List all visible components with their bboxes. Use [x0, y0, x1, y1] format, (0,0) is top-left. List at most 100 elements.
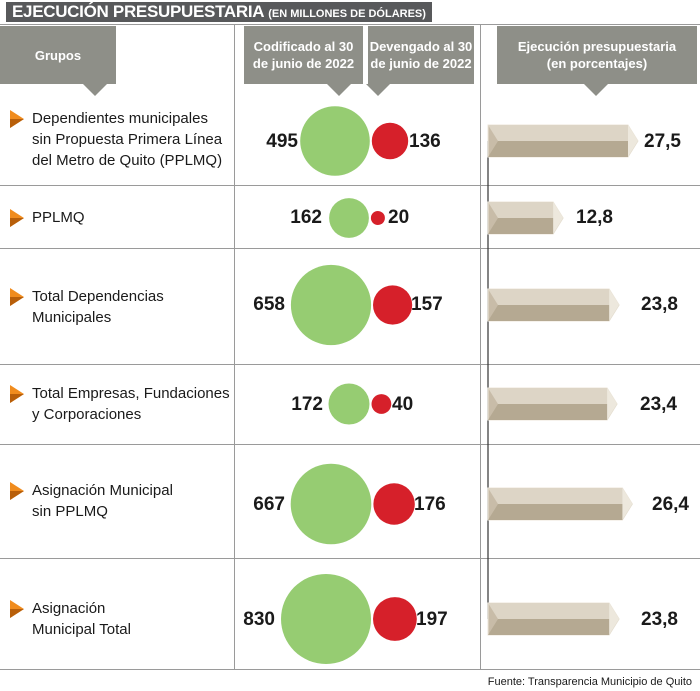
header-devengado: Devengado al 30 de junio de 2022	[368, 26, 474, 84]
column-divider	[234, 24, 235, 669]
title-main: EJECUCIÓN PRESUPUESTARIA	[12, 2, 265, 21]
codificado-bubble	[290, 463, 372, 545]
devengado-bubble	[371, 394, 392, 414]
ejecucion-value-label: 23,8	[641, 609, 678, 630]
bullet-icon	[10, 600, 24, 618]
devengado-bubble	[371, 122, 409, 160]
ejecucion-bar-bottom-face	[488, 218, 564, 234]
ejecucion-bar-top-face	[488, 603, 620, 619]
row-divider	[0, 248, 700, 249]
group-label-line: sin Propuesta Primera Línea	[32, 131, 223, 148]
ejecucion-bar-end-face	[628, 125, 638, 157]
group-label-line: Municipales	[32, 309, 112, 326]
bullet-icon	[10, 385, 24, 403]
group-label-line: Asignación	[32, 600, 106, 617]
devengado-bubble	[373, 483, 415, 525]
devengado-bubble	[370, 211, 385, 225]
devengado-value-label: 40	[392, 394, 414, 415]
group-label: Total Dependencias Municipales	[32, 286, 164, 328]
group-label: Dependientes municipales sin Propuesta P…	[32, 108, 222, 171]
ejecucion-value-label: 27,5	[644, 131, 681, 152]
devengado-bubble	[373, 597, 417, 641]
header-grupos-pointer	[83, 84, 107, 96]
group-label-line: PPLMQ	[32, 209, 85, 226]
ejecucion-bar-end-face	[553, 202, 564, 234]
bullet-icon	[10, 110, 24, 128]
group-label-line: y Corporaciones	[32, 406, 142, 423]
codificado-value-label: 495	[266, 131, 298, 152]
codificado-value-label: 658	[253, 294, 285, 315]
header-codificado-line2: de junio de 2022	[252, 56, 355, 71]
codificado-value-label: 162	[290, 207, 322, 228]
ejecucion-bar-end-face	[609, 289, 620, 321]
group-label: Asignación Municipal Total	[32, 598, 131, 640]
codificado-value-label: 172	[291, 394, 323, 415]
devengado-value-label: 20	[388, 207, 410, 228]
header-devengado-line1: Devengado al 30	[369, 39, 473, 54]
row-divider	[0, 185, 700, 186]
ejecucion-value-label: 23,4	[640, 394, 677, 415]
bullet-icon	[10, 209, 24, 227]
group-label: Asignación Municipal sin PPLMQ	[32, 480, 173, 522]
source-note: Fuente: Transparencia Municipio de Quito	[487, 676, 692, 688]
column-divider	[480, 24, 481, 669]
header-ejecucion-line1: Ejecución presupuestaria	[517, 39, 677, 54]
devengado-bubble	[373, 285, 413, 325]
ejecucion-value-label: 26,4	[652, 494, 689, 515]
row-divider	[0, 364, 700, 365]
ejecucion-bar-bottom-face	[488, 504, 633, 520]
group-label-line: sin PPLMQ	[32, 503, 108, 520]
header-grupos-label: Grupos	[34, 47, 82, 63]
ejecucion-bar-end-face	[622, 488, 633, 520]
ejecucion-bar-end-face	[609, 603, 620, 635]
ejecucion-bar-bottom-face	[488, 619, 620, 635]
group-label: PPLMQ	[32, 207, 85, 228]
codificado-bubble	[329, 198, 369, 238]
group-label-line: Total Empresas, Fundaciones	[32, 385, 230, 402]
header-devengado-line2: de junio de 2022	[370, 56, 472, 71]
group-label: Total Empresas, Fundaciones y Corporacio…	[32, 383, 230, 425]
title-units: (EN MILLONES DE DÓLARES)	[268, 8, 426, 20]
row-divider	[0, 558, 700, 559]
bullet-icon	[10, 288, 24, 306]
bullet-icon	[10, 482, 24, 500]
group-label-line: Asignación Municipal	[32, 482, 173, 499]
header-ejecucion-line2: (en porcentajes)	[546, 56, 648, 71]
header-top-line	[0, 24, 700, 25]
header-grupos: Grupos	[0, 26, 116, 84]
header-ejecucion-pointer	[584, 84, 608, 96]
devengado-value-label: 197	[416, 609, 448, 630]
codificado-value-label: 830	[243, 609, 275, 630]
group-label-line: del Metro de Quito (PPLMQ)	[32, 152, 223, 169]
codificado-value-label: 667	[253, 494, 285, 515]
ejecucion-bar-bottom-face	[488, 141, 638, 157]
devengado-value-label: 136	[409, 131, 441, 152]
devengado-value-label: 157	[411, 294, 443, 315]
codificado-bubble	[290, 264, 372, 346]
header-devengado-pointer	[366, 84, 390, 96]
ejecucion-bar-end-face	[607, 388, 618, 420]
chart-title: EJECUCIÓN PRESUPUESTARIA (EN MILLONES DE…	[6, 2, 432, 22]
devengado-value-label: 176	[414, 494, 446, 515]
codificado-bubble	[281, 574, 371, 664]
codificado-bubble	[328, 383, 370, 425]
ejecucion-bar-top-face	[488, 388, 618, 404]
group-label-line: Total Dependencias	[32, 288, 164, 305]
codificado-bubble	[300, 106, 370, 176]
ejecucion-bar-bottom-face	[488, 404, 618, 420]
group-label-line: Municipal Total	[32, 621, 131, 638]
header-codificado-line1: Codificado al 30	[253, 39, 354, 54]
row-divider	[0, 444, 700, 445]
header-codificado-pointer	[327, 84, 351, 96]
group-label-line: Dependientes municipales	[32, 110, 208, 127]
header-codificado: Codificado al 30 de junio de 2022	[244, 26, 363, 84]
ejecucion-bar-top-face	[488, 202, 564, 218]
ejecucion-value-label: 23,8	[641, 294, 678, 315]
ejecucion-bar-top-face	[488, 488, 633, 504]
row-divider	[0, 669, 700, 670]
ejecucion-bar-top-face	[488, 125, 638, 141]
header-ejecucion: Ejecución presupuestaria (en porcentajes…	[497, 26, 697, 84]
ejecucion-value-label: 12,8	[576, 207, 613, 228]
ejecucion-bar-top-face	[488, 289, 620, 305]
